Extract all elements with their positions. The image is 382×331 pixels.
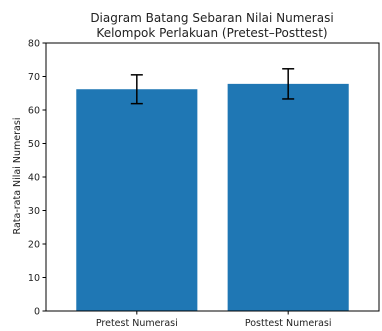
y-tick-label-50: 50	[28, 139, 40, 150]
y-tick-label-60: 60	[28, 106, 40, 117]
y-tick-label-10: 10	[28, 273, 40, 284]
x-tick-label-2: Posttest Numerasi	[245, 318, 332, 327]
y-tick-label-0: 0	[34, 307, 40, 318]
axes-frame	[45, 42, 380, 312]
y-tick-label-40: 40	[28, 173, 40, 184]
plot-area: Pretest Numerasi Posttest Numerasi 0 10 20 30…	[28, 39, 380, 329]
y-axis-label: Rata-rata Nilai Numerasi	[12, 118, 23, 235]
bar-2	[227, 83, 349, 312]
x-tick-label-1: Pretest Numerasi	[96, 318, 178, 327]
y-tick-label-30: 30	[28, 206, 40, 217]
chart-title-line-2: Kelompok Perlakuan (Pretest–Posttest)	[96, 26, 327, 40]
y-tick-label-20: 20	[28, 240, 40, 251]
y-tick-label-80: 80	[28, 39, 40, 50]
bar-1	[76, 89, 198, 311]
y-tick-label-70: 70	[28, 72, 40, 83]
chart-title-line-1: Diagram Batang Sebaran Nilai Numerasi	[90, 11, 333, 25]
